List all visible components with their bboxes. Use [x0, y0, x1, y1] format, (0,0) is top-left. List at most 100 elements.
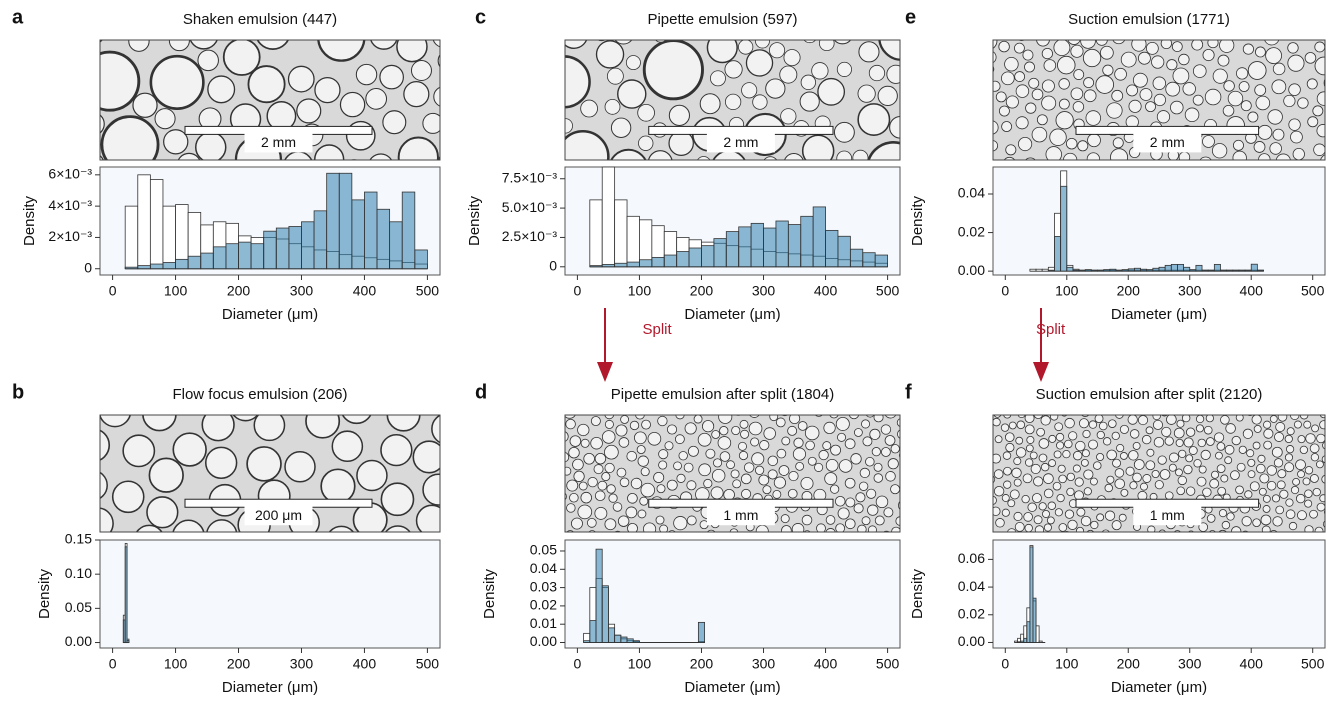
- droplet: [636, 445, 646, 455]
- droplet: [1247, 458, 1256, 467]
- droplet: [1157, 455, 1167, 465]
- droplet: [1033, 415, 1044, 420]
- bar: [688, 247, 702, 268]
- droplet: [1111, 89, 1124, 102]
- droplet: [833, 40, 852, 45]
- droplet: [726, 460, 735, 470]
- y-axis-label: Density: [909, 195, 926, 246]
- droplet: [1188, 446, 1198, 455]
- droplet: [1252, 518, 1261, 527]
- droplet: [835, 523, 846, 532]
- droplet: [673, 461, 682, 471]
- bar: [326, 172, 340, 270]
- droplet: [1043, 473, 1054, 484]
- droplet: [780, 514, 790, 524]
- droplet: [693, 415, 703, 424]
- droplet: [1242, 428, 1254, 439]
- droplet: [1217, 54, 1230, 67]
- droplet: [1185, 454, 1194, 463]
- droplet: [762, 485, 772, 495]
- droplet: [1176, 419, 1185, 428]
- bar: [1032, 597, 1037, 643]
- droplet: [1314, 41, 1325, 53]
- bar: [862, 252, 876, 268]
- y-tick-label: 5.0×10⁻³: [502, 199, 558, 215]
- micrograph-frame: [564, 414, 901, 533]
- droplet: [135, 524, 163, 532]
- droplet: [1004, 432, 1015, 442]
- droplet: [805, 440, 815, 451]
- scale-bar-label: 2 mm: [723, 134, 758, 150]
- droplet: [565, 40, 588, 49]
- droplet: [729, 528, 739, 532]
- droplet: [1152, 76, 1167, 90]
- x-tick-label: 300: [752, 283, 776, 299]
- droplet: [1132, 472, 1142, 483]
- droplet: [994, 435, 1003, 444]
- droplet: [1024, 523, 1033, 532]
- droplet: [1096, 430, 1105, 440]
- bar: [389, 221, 403, 270]
- droplet: [1205, 437, 1215, 446]
- droplet: [853, 503, 864, 514]
- droplet: [1048, 459, 1057, 467]
- droplet: [1013, 457, 1022, 466]
- droplet: [1083, 469, 1094, 480]
- droplet: [1083, 487, 1092, 496]
- droplet: [1322, 441, 1325, 450]
- droplet: [658, 460, 668, 470]
- droplet: [1115, 415, 1124, 419]
- droplet: [1304, 525, 1314, 532]
- droplet: [656, 484, 666, 494]
- droplet: [100, 507, 114, 532]
- droplet: [1216, 442, 1226, 451]
- droplet: [800, 476, 814, 490]
- droplet: [1266, 465, 1277, 476]
- micrograph-frame: [99, 39, 441, 161]
- droplet: [565, 130, 610, 160]
- bar: [1103, 269, 1111, 272]
- y-tick-label: 0.00: [958, 633, 985, 649]
- droplet: [664, 441, 674, 451]
- droplet: [857, 84, 876, 103]
- droplet: [610, 117, 632, 138]
- droplet: [1236, 462, 1246, 472]
- y-tick-label: 0.01: [530, 615, 557, 631]
- droplet: [1235, 67, 1249, 80]
- droplet: [1307, 116, 1319, 128]
- droplet: [1111, 431, 1120, 440]
- droplet: [1224, 456, 1233, 465]
- droplet: [1041, 79, 1055, 93]
- droplet: [637, 509, 647, 519]
- droplet: [1083, 77, 1095, 88]
- bar: [601, 585, 609, 643]
- x-tick-label: 400: [814, 283, 838, 299]
- bar: [1084, 269, 1092, 272]
- droplet: [676, 473, 686, 483]
- droplet: [980, 491, 987, 498]
- droplet: [1152, 415, 1161, 421]
- droplet: [837, 507, 850, 520]
- droplet: [597, 401, 608, 412]
- droplet: [738, 450, 749, 461]
- droplet: [1320, 154, 1325, 160]
- droplet: [977, 75, 990, 88]
- droplet: [1249, 481, 1260, 492]
- droplet: [1311, 424, 1319, 433]
- droplet: [1100, 45, 1114, 60]
- micrograph: 2 mm: [100, 40, 440, 160]
- droplet: [858, 481, 869, 491]
- micrograph: 200 μm: [100, 415, 440, 532]
- droplet: [565, 485, 566, 488]
- droplet: [1195, 424, 1204, 433]
- bar: [787, 224, 802, 268]
- droplet: [1274, 432, 1284, 442]
- droplet: [172, 519, 205, 532]
- droplet: [1025, 157, 1036, 160]
- droplet: [100, 115, 160, 160]
- droplet: [412, 440, 440, 474]
- scale-bar-label-bg: [244, 505, 313, 526]
- droplet: [1127, 415, 1138, 425]
- droplet: [1232, 139, 1244, 151]
- panel-letter: e: [905, 6, 916, 28]
